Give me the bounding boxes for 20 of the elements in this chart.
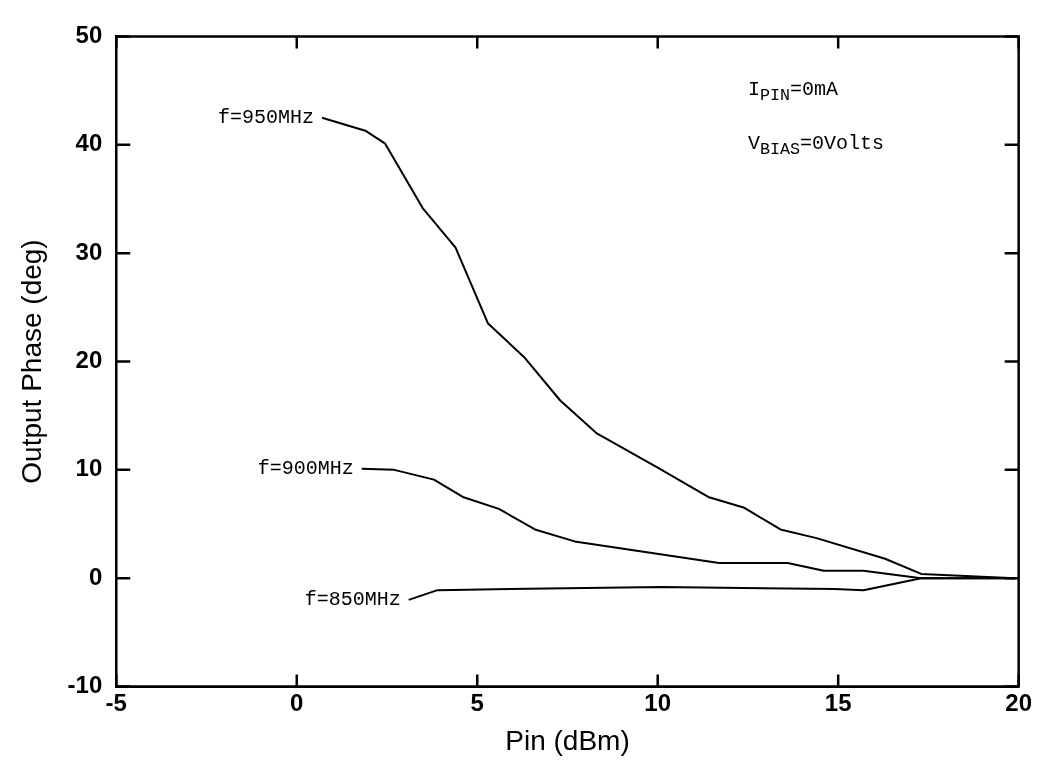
series-label: f=900MHz: [257, 457, 354, 481]
x-axis-title: Pin (dBm): [505, 724, 630, 756]
y-tick-label: 0: [88, 562, 103, 590]
y-tick-label: 10: [75, 454, 103, 482]
y-axis-title: Output Phase (deg): [15, 239, 47, 484]
x-tick-label: 0: [290, 688, 304, 716]
y-tick-label: 50: [75, 21, 103, 49]
series-label: f=950MHz: [218, 105, 315, 129]
y-tick-label: 30: [75, 237, 103, 265]
x-tick-label: 20: [1005, 688, 1032, 716]
y-tick-label: 40: [75, 129, 103, 157]
series-label: f=850MHz: [304, 588, 401, 612]
y-tick-label: 20: [75, 346, 103, 374]
x-tick-label: -5: [105, 688, 127, 716]
annotation: I$_{PIN}$=0mA: [747, 77, 839, 108]
x-tick-label: 10: [644, 688, 672, 716]
x-tick-label: 15: [824, 688, 852, 716]
x-tick-label: 5: [470, 688, 484, 716]
annotation: V$_{BIAS}$=0Volts: [747, 131, 884, 162]
y-tick-label: -10: [67, 671, 103, 699]
